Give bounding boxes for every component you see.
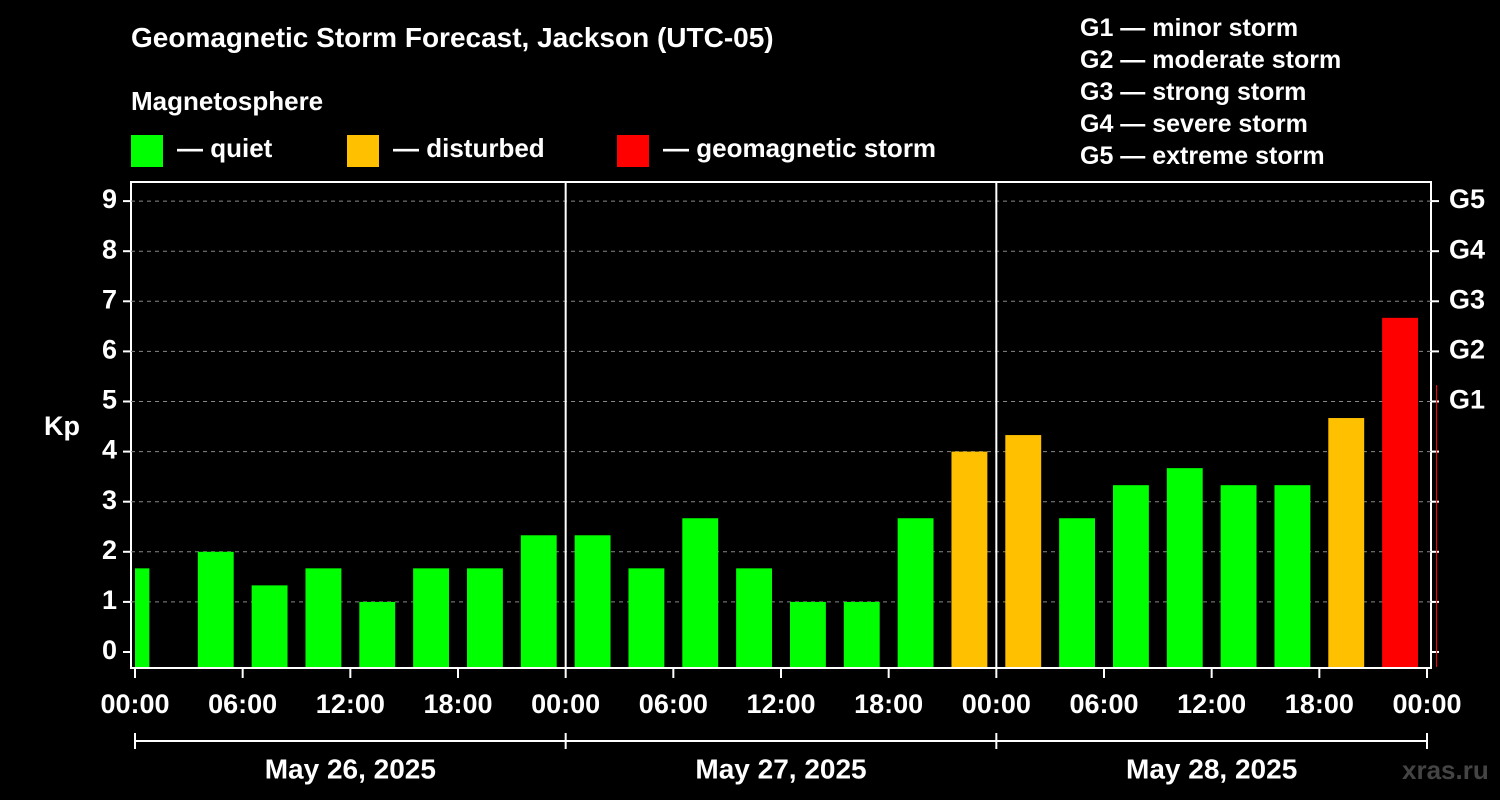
- legend-label-disturbed: — disturbed: [393, 133, 545, 163]
- date-label: May 26, 2025: [265, 753, 436, 784]
- date-label: May 28, 2025: [1126, 753, 1297, 784]
- x-tick-label: 00:00: [962, 689, 1031, 719]
- y-tick-label: 1: [102, 585, 117, 615]
- kp-bar: [843, 601, 880, 667]
- kp-bar: [574, 535, 611, 667]
- right-tick-label-g2: G2: [1449, 335, 1485, 365]
- legend-swatch-quiet: [131, 135, 163, 167]
- y-tick-label: 6: [102, 335, 117, 365]
- y-tick-label: 4: [102, 435, 117, 465]
- kp-bar: [1435, 384, 1437, 667]
- y-tick-label: 5: [102, 385, 117, 415]
- kp-bar: [1166, 468, 1203, 667]
- watermark: xras.ru: [1402, 755, 1489, 785]
- kp-bar: [628, 568, 665, 667]
- kp-bar: [897, 518, 934, 667]
- x-tick-label: 18:00: [1285, 689, 1354, 719]
- g-legend-g4: G4 — severe storm: [1080, 110, 1308, 138]
- kp-bar: [305, 568, 342, 667]
- kp-bar: [466, 568, 503, 667]
- right-tick-label-g3: G3: [1449, 284, 1485, 314]
- x-tick-label: 06:00: [1069, 689, 1138, 719]
- g-legend-g3: G3 — strong storm: [1080, 78, 1307, 106]
- right-tick-label-g5: G5: [1449, 184, 1485, 214]
- x-tick-label: 18:00: [854, 689, 923, 719]
- g-legend-g5: G5 — extreme storm: [1080, 142, 1325, 170]
- legend-label-storm: — geomagnetic storm: [663, 133, 937, 163]
- x-tick-label: 12:00: [1177, 689, 1246, 719]
- kp-bar: [736, 568, 773, 667]
- x-tick-label: 06:00: [208, 689, 277, 719]
- kp-bar: [1005, 435, 1042, 667]
- y-tick-label: 3: [102, 485, 117, 515]
- y-tick-label: 8: [102, 234, 117, 264]
- g-legend-g2: G2 — moderate storm: [1080, 46, 1342, 74]
- y-tick-label: 9: [102, 184, 117, 214]
- x-tick-label: 00:00: [1392, 689, 1461, 719]
- date-label: May 27, 2025: [695, 753, 866, 784]
- kp-bar: [520, 535, 557, 667]
- legend-swatch-disturbed: [347, 135, 379, 167]
- g-legend-g1: G1 — minor storm: [1080, 14, 1299, 42]
- x-tick-label: 12:00: [316, 689, 385, 719]
- legend-swatch-storm: [617, 135, 649, 167]
- legend-heading: Magnetosphere: [131, 86, 324, 116]
- kp-bar: [951, 451, 988, 667]
- kp-bar: [359, 601, 396, 667]
- y-tick-label: 2: [102, 535, 117, 565]
- kp-bar: [1220, 485, 1257, 667]
- y-tick-label: 7: [102, 284, 117, 314]
- x-tick-label: 12:00: [746, 689, 815, 719]
- chart-title: Geomagnetic Storm Forecast, Jackson (UTC…: [131, 22, 774, 53]
- kp-bar: [1328, 418, 1365, 667]
- y-axis-label: Kp: [44, 411, 80, 441]
- kp-bar: [1112, 485, 1149, 667]
- kp-bar: [135, 568, 150, 667]
- kp-bar: [251, 585, 288, 667]
- x-tick-label: 00:00: [100, 689, 169, 719]
- kp-bar: [682, 518, 719, 667]
- legend-label-quiet: — quiet: [177, 133, 273, 163]
- right-tick-label-g1: G1: [1449, 385, 1485, 415]
- kp-bar: [197, 551, 234, 667]
- kp-bar: [789, 601, 826, 667]
- kp-bar: [1382, 317, 1419, 667]
- x-tick-label: 06:00: [639, 689, 708, 719]
- y-tick-label: 0: [102, 635, 117, 665]
- kp-bar: [1274, 485, 1311, 667]
- x-tick-label: 18:00: [423, 689, 492, 719]
- kp-bar: [1059, 518, 1096, 667]
- x-tick-label: 00:00: [531, 689, 600, 719]
- kp-bar: [413, 568, 450, 667]
- right-tick-label-g4: G4: [1449, 234, 1485, 264]
